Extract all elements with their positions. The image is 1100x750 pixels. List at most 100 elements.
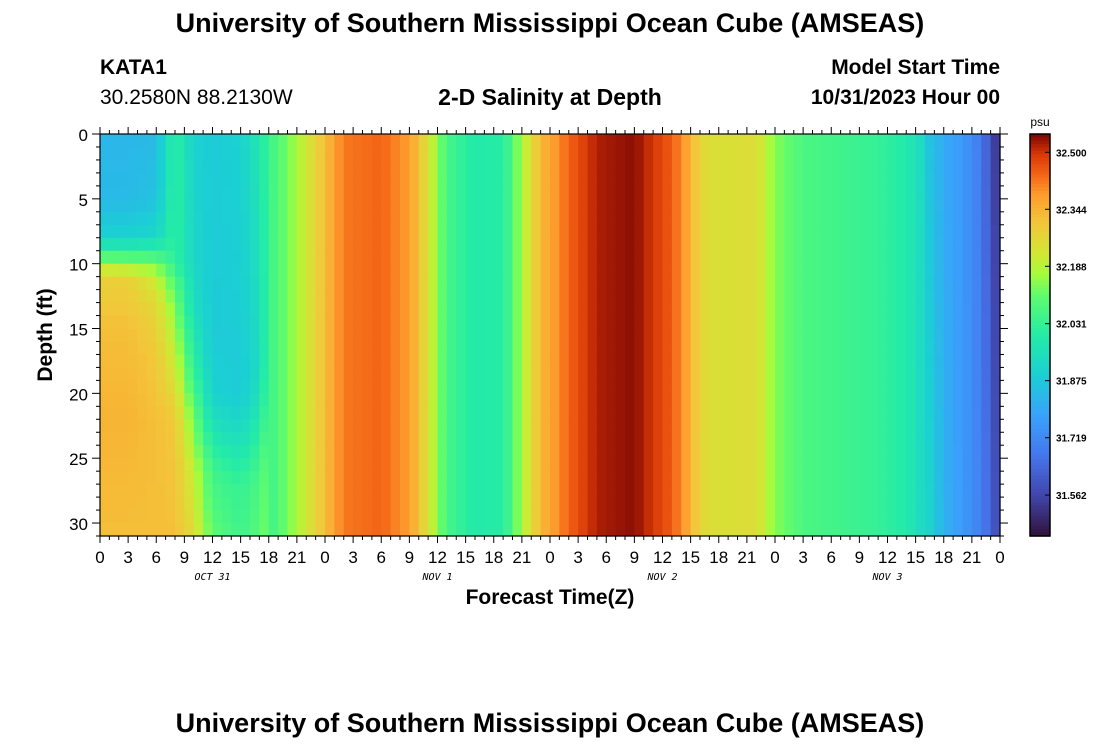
heat-cell bbox=[784, 159, 795, 174]
heat-cell bbox=[671, 198, 682, 213]
heat-cell bbox=[746, 159, 757, 174]
heat-cell bbox=[465, 445, 476, 459]
heat-cell bbox=[681, 393, 692, 407]
heat-cell bbox=[250, 159, 260, 174]
heat-cell bbox=[540, 380, 551, 394]
heat-cell bbox=[775, 263, 785, 278]
heat-cell bbox=[400, 406, 410, 420]
heat-cell bbox=[784, 315, 795, 330]
heat-cell bbox=[634, 289, 645, 304]
heat-cell bbox=[615, 471, 626, 485]
heat-cell bbox=[728, 406, 739, 420]
heat-cell bbox=[606, 471, 617, 485]
heat-cell bbox=[118, 172, 129, 187]
heat-cell bbox=[165, 198, 176, 213]
heat-cell bbox=[475, 146, 485, 161]
heat-cell bbox=[503, 250, 514, 265]
heat-cell bbox=[362, 484, 373, 498]
heat-cell bbox=[896, 185, 907, 200]
heat-cell bbox=[353, 198, 364, 213]
heat-cell bbox=[653, 393, 664, 407]
heat-cell bbox=[653, 328, 664, 343]
heat-cell bbox=[943, 458, 954, 472]
heat-cell bbox=[559, 263, 570, 278]
heat-cell bbox=[831, 289, 842, 304]
heat-cell bbox=[596, 432, 607, 446]
heat-cell bbox=[240, 497, 251, 511]
heat-cell bbox=[653, 302, 664, 317]
colorbar-segment bbox=[1030, 472, 1050, 477]
heat-cell bbox=[625, 393, 635, 407]
heat-cell bbox=[681, 134, 692, 148]
heat-cell bbox=[156, 315, 167, 330]
heat-cell bbox=[484, 432, 495, 446]
heat-cell bbox=[587, 419, 598, 433]
heat-cell bbox=[118, 315, 129, 330]
heat-cell bbox=[868, 484, 879, 498]
heat-cell bbox=[840, 185, 851, 200]
heat-cell bbox=[400, 289, 410, 304]
heat-cell bbox=[212, 445, 223, 459]
heat-cell bbox=[446, 146, 457, 161]
heat-cell bbox=[690, 159, 701, 174]
heat-cell bbox=[437, 523, 448, 537]
heat-cell bbox=[756, 484, 767, 498]
heat-cell bbox=[934, 419, 945, 433]
heat-cell bbox=[212, 406, 223, 420]
heat-cell bbox=[278, 263, 289, 278]
heat-cell bbox=[746, 419, 757, 433]
heat-cell bbox=[850, 159, 860, 174]
heat-cell bbox=[381, 250, 392, 265]
heat-cell bbox=[259, 289, 270, 304]
heat-cell bbox=[971, 302, 982, 317]
heat-cell bbox=[709, 419, 720, 433]
heat-cell bbox=[775, 367, 785, 381]
heat-cell bbox=[109, 172, 120, 187]
colorbar-segment bbox=[1030, 338, 1050, 343]
heat-cell bbox=[437, 172, 448, 187]
heat-cell bbox=[128, 159, 139, 174]
heat-cell bbox=[512, 445, 523, 459]
heat-cell bbox=[831, 263, 842, 278]
heat-cell bbox=[812, 406, 823, 420]
heat-cell bbox=[962, 445, 973, 459]
heat-cell bbox=[587, 445, 598, 459]
heat-cell bbox=[971, 328, 982, 343]
heat-cell bbox=[700, 211, 710, 226]
heat-cell bbox=[437, 471, 448, 485]
heat-cell bbox=[634, 263, 645, 278]
heat-cell bbox=[146, 315, 157, 330]
heat-cell bbox=[334, 172, 345, 187]
colorbar-segment bbox=[1030, 495, 1050, 500]
heat-cell bbox=[765, 484, 776, 498]
heat-cell bbox=[287, 224, 298, 239]
heat-cell bbox=[793, 159, 804, 174]
heat-cell bbox=[278, 172, 289, 187]
heat-cell bbox=[821, 497, 832, 511]
heat-cell bbox=[643, 445, 654, 459]
heat-cell bbox=[315, 497, 326, 511]
heat-cell bbox=[409, 172, 420, 187]
heat-cell bbox=[887, 497, 898, 511]
heat-cell bbox=[221, 419, 232, 433]
heat-cell bbox=[775, 484, 785, 498]
heat-cell bbox=[568, 341, 579, 356]
heat-cell bbox=[634, 315, 645, 330]
heat-cell bbox=[606, 445, 617, 459]
heat-cell bbox=[493, 237, 504, 252]
heat-cell bbox=[831, 211, 842, 226]
heat-cell bbox=[868, 159, 879, 174]
heat-cell bbox=[193, 315, 204, 330]
heat-cell bbox=[934, 224, 945, 239]
heat-cell bbox=[953, 471, 964, 485]
heat-cell bbox=[484, 445, 495, 459]
heat-cell bbox=[578, 510, 589, 524]
heat-cell bbox=[146, 237, 157, 252]
heat-cell bbox=[615, 497, 626, 511]
heat-cell bbox=[990, 276, 1001, 291]
heat-cell bbox=[803, 146, 814, 161]
heat-cell bbox=[643, 211, 654, 226]
heat-cell bbox=[709, 458, 720, 472]
heat-cell bbox=[812, 146, 823, 161]
heat-cell bbox=[362, 510, 373, 524]
